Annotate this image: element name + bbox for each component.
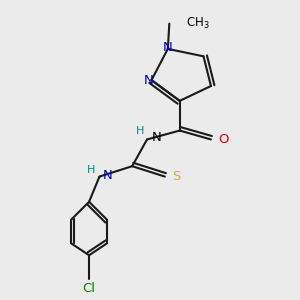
Text: N: N — [152, 131, 161, 145]
Text: H: H — [136, 127, 144, 136]
Text: CH$_3$: CH$_3$ — [186, 16, 209, 31]
Text: H: H — [87, 165, 95, 175]
Text: S: S — [172, 170, 181, 183]
Text: N: N — [163, 41, 173, 54]
Text: Cl: Cl — [82, 282, 96, 295]
Text: N: N — [102, 169, 112, 182]
Text: O: O — [218, 133, 229, 146]
Text: N: N — [144, 74, 153, 87]
